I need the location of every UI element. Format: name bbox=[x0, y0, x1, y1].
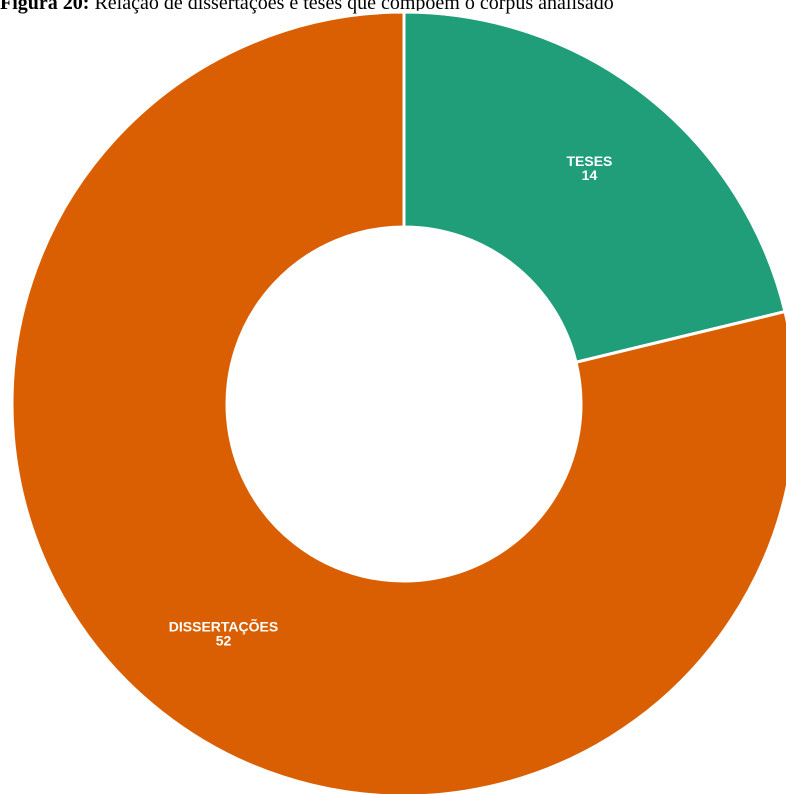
donut-slices bbox=[10, 10, 786, 794]
slice-label-dissertações: DISSERTAÇÕES bbox=[169, 618, 278, 635]
slice-label-teses: TESES bbox=[566, 153, 612, 169]
figure-caption: Figura 20: Relação de dissertações e tes… bbox=[0, 0, 786, 15]
donut-slice-teses bbox=[402, 10, 786, 365]
donut-slice-dissertações bbox=[10, 10, 786, 794]
figure-caption-text: Relação de dissertações e teses que comp… bbox=[89, 0, 614, 14]
slice-value-teses: 14 bbox=[582, 167, 598, 183]
slice-value-dissertações: 52 bbox=[216, 633, 232, 649]
figure-caption-label: Figura 20: bbox=[0, 0, 90, 14]
